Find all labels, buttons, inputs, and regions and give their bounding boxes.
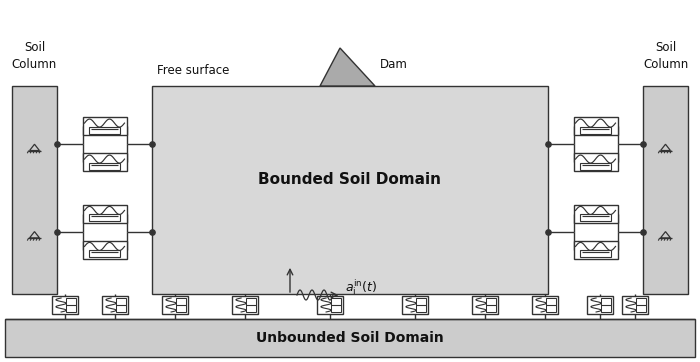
Bar: [5, 319, 695, 357]
Bar: [232, 296, 258, 314]
Bar: [580, 127, 611, 134]
Bar: [636, 298, 645, 312]
Bar: [643, 86, 688, 294]
Bar: [152, 86, 548, 294]
Text: Dam: Dam: [380, 58, 408, 71]
Bar: [472, 296, 498, 314]
Text: Bounded Soil Domain: Bounded Soil Domain: [258, 172, 442, 187]
Bar: [12, 86, 57, 294]
Bar: [546, 298, 556, 312]
Bar: [246, 298, 256, 312]
Bar: [486, 298, 496, 312]
Bar: [89, 214, 120, 221]
Bar: [580, 214, 611, 221]
Text: Unbounded Soil Domain: Unbounded Soil Domain: [256, 331, 444, 345]
Bar: [89, 163, 120, 170]
Bar: [317, 296, 343, 314]
Bar: [83, 241, 127, 258]
Bar: [601, 298, 610, 312]
Bar: [532, 296, 558, 314]
Text: $a_{\rm i}^{\rm in}(t)$: $a_{\rm i}^{\rm in}(t)$: [345, 277, 377, 297]
Bar: [176, 298, 186, 312]
Bar: [416, 298, 426, 312]
Polygon shape: [320, 48, 375, 86]
Bar: [66, 298, 76, 312]
Bar: [89, 250, 120, 257]
Bar: [330, 298, 340, 312]
Bar: [587, 296, 613, 314]
Bar: [89, 127, 120, 134]
Bar: [162, 296, 188, 314]
Bar: [402, 296, 428, 314]
Bar: [573, 205, 617, 223]
Bar: [83, 205, 127, 223]
Bar: [573, 153, 617, 171]
Bar: [116, 298, 125, 312]
Bar: [52, 296, 78, 314]
Bar: [102, 296, 128, 314]
Bar: [83, 117, 127, 135]
Bar: [622, 296, 648, 314]
Text: Soil
Column: Soil Column: [643, 41, 688, 71]
Bar: [580, 163, 611, 170]
Bar: [580, 250, 611, 257]
Bar: [573, 241, 617, 258]
Bar: [83, 153, 127, 171]
Text: Soil
Column: Soil Column: [12, 41, 57, 71]
Bar: [573, 117, 617, 135]
Text: Free surface: Free surface: [157, 63, 230, 76]
